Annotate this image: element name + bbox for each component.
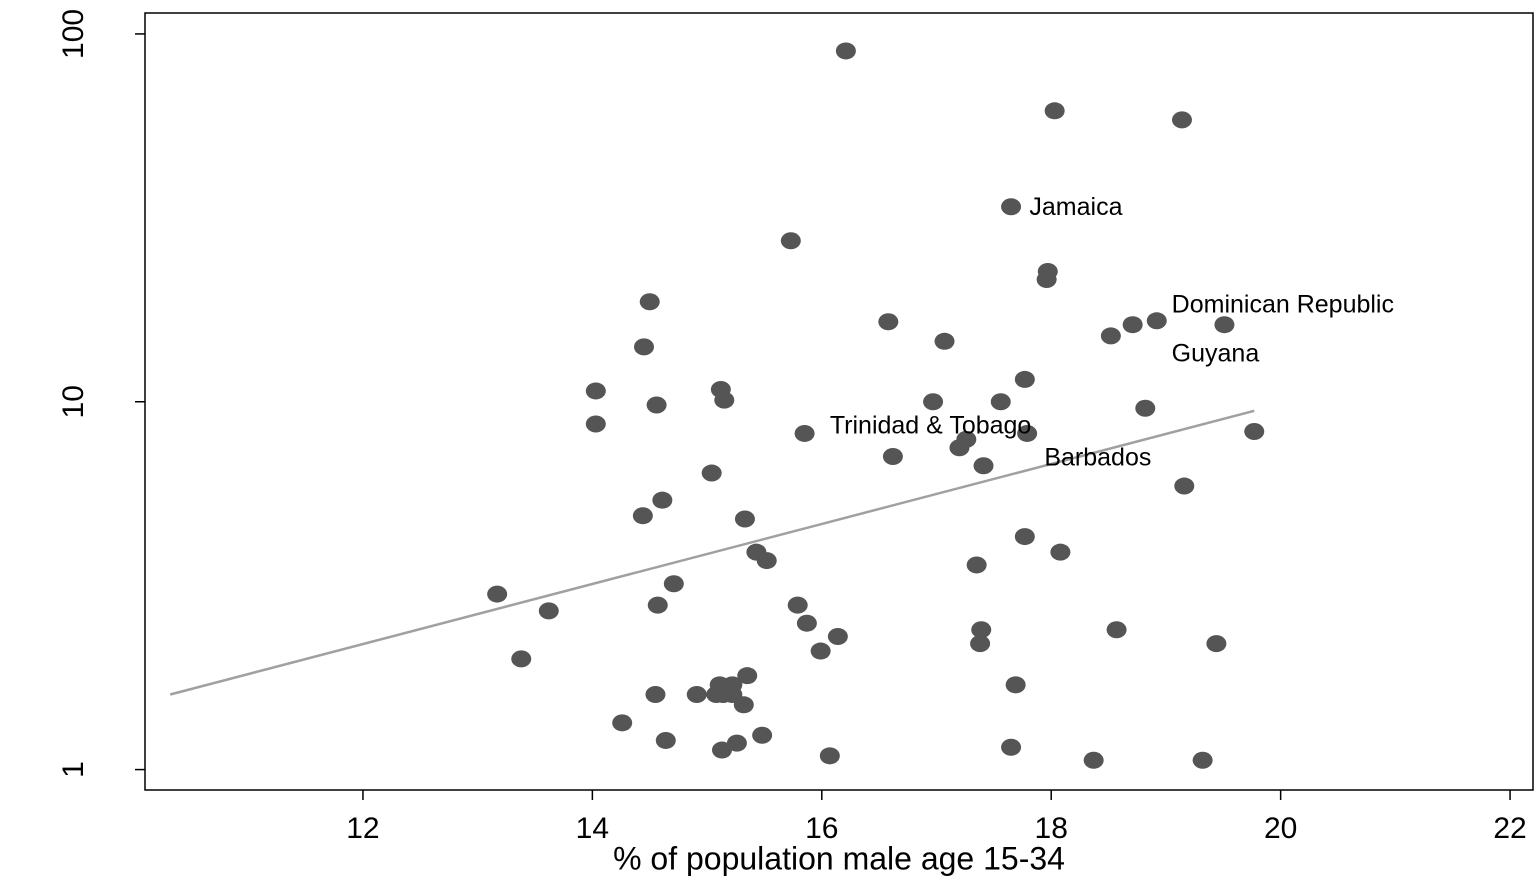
point (632, 507, 653, 525)
point (780, 232, 801, 250)
point (878, 313, 899, 331)
point (990, 393, 1011, 411)
point (934, 332, 955, 350)
point (511, 650, 532, 668)
point (882, 447, 903, 465)
point (1083, 751, 1104, 769)
point (714, 391, 735, 409)
y-tick-label: 100 (57, 9, 90, 59)
point (538, 602, 559, 620)
point (1014, 370, 1035, 388)
point (646, 396, 667, 414)
point (756, 552, 777, 570)
x-tick-label: 18 (1035, 812, 1068, 845)
plot-frame (144, 12, 1534, 791)
annotation: Jamaica (1029, 193, 1122, 221)
annotation: Guyana (1172, 340, 1260, 368)
point (645, 685, 666, 703)
point (1244, 423, 1265, 441)
point (1100, 327, 1121, 345)
point (726, 734, 747, 752)
point (810, 642, 831, 660)
point (733, 696, 754, 714)
point (1174, 477, 1195, 495)
point (711, 741, 732, 759)
point (1036, 270, 1057, 288)
fit-line (169, 409, 1255, 696)
point (971, 621, 992, 639)
point (1171, 111, 1192, 129)
point (827, 628, 848, 646)
point (701, 464, 722, 482)
point (663, 575, 684, 593)
point (652, 491, 673, 509)
point (639, 293, 660, 311)
point (686, 685, 707, 703)
y-tick-label: 1 (57, 761, 90, 778)
x-tick-label: 22 (1493, 812, 1526, 845)
x-tick-label: 20 (1264, 812, 1297, 845)
point (819, 747, 840, 765)
x-tick-label: 16 (805, 812, 838, 845)
point (949, 439, 970, 457)
point (1135, 399, 1156, 417)
point (752, 726, 773, 744)
point (1146, 312, 1167, 330)
point (973, 457, 994, 475)
point (655, 731, 676, 749)
point (1206, 635, 1227, 653)
point (487, 585, 508, 603)
point (585, 415, 606, 433)
x-tick-label: 14 (576, 812, 609, 845)
point (706, 685, 727, 703)
point (1122, 316, 1143, 334)
x-axis-label: % of population male age 15-34 (613, 840, 1065, 876)
point (966, 556, 987, 574)
point (970, 635, 991, 653)
point (633, 338, 654, 356)
point (1214, 316, 1235, 334)
point (1044, 102, 1065, 120)
annotation: Trinidad & Tobago (830, 411, 1032, 439)
y-tick-label: 10 (57, 385, 90, 418)
annotation: Dominican Republic (1172, 291, 1394, 319)
point (923, 393, 944, 411)
point (737, 667, 758, 685)
point (835, 42, 856, 60)
point (1106, 621, 1127, 639)
point (734, 510, 755, 528)
annotation: Barbados (1044, 443, 1151, 471)
point (1014, 528, 1035, 546)
point (612, 714, 633, 732)
point (1017, 424, 1038, 442)
point (1050, 543, 1071, 561)
point (787, 596, 808, 614)
point (1001, 198, 1022, 216)
point (796, 614, 817, 632)
point (1001, 738, 1022, 756)
point (794, 424, 815, 442)
point (1192, 751, 1213, 769)
point (647, 596, 668, 614)
point (585, 382, 606, 400)
x-tick-label: 12 (346, 812, 379, 845)
point (1005, 676, 1026, 694)
